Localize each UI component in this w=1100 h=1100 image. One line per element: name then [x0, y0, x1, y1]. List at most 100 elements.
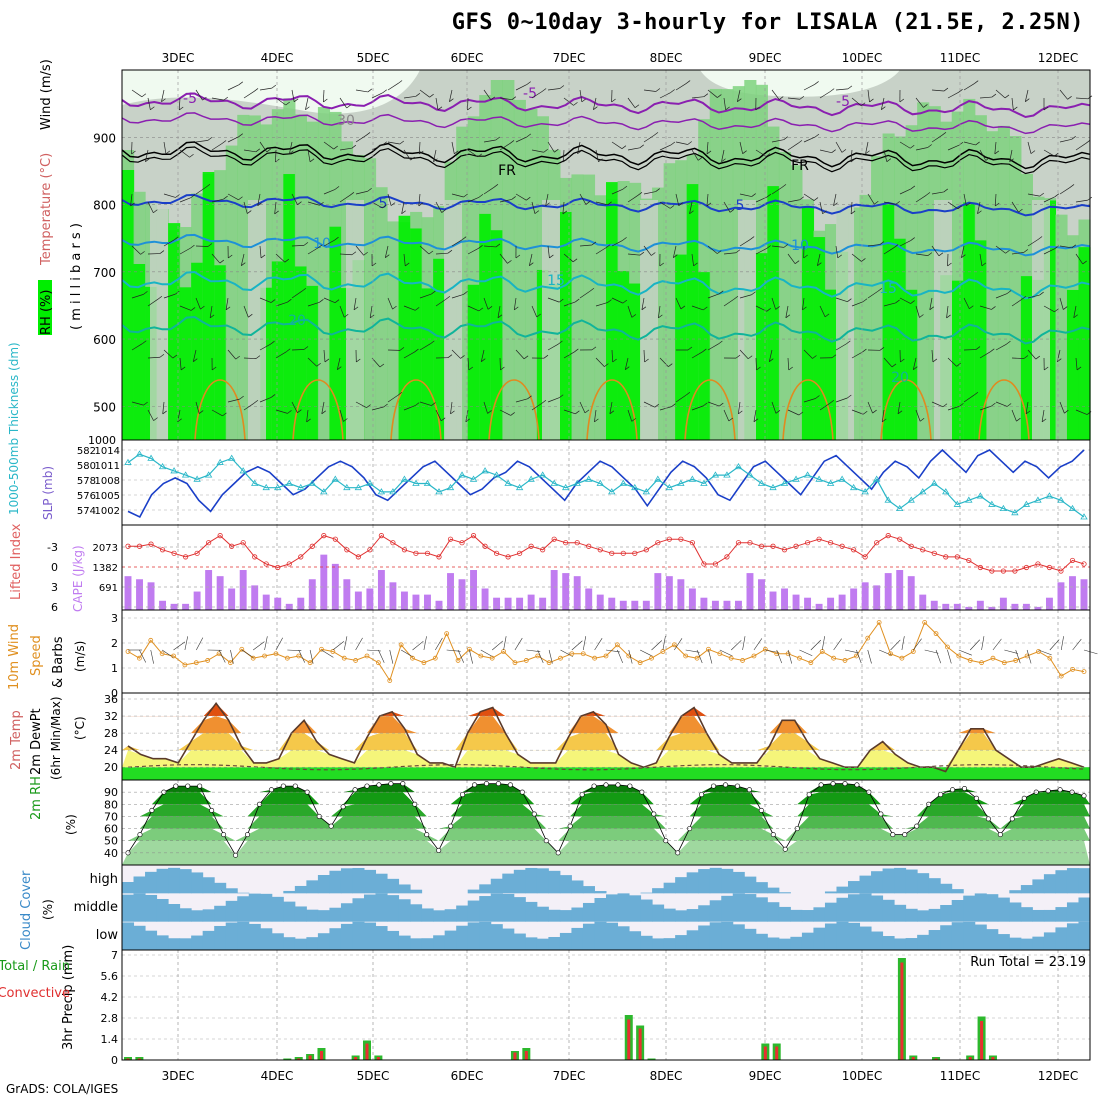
rh2m-marker — [352, 787, 358, 793]
precip-conv-bar — [524, 1051, 528, 1060]
wind-barb-flag — [607, 201, 612, 206]
wind-barb — [435, 252, 448, 255]
wind10-barb — [491, 640, 504, 651]
wind-speed-marker — [876, 620, 882, 625]
cloud-bar-low — [732, 924, 745, 950]
rh-mid-area — [571, 174, 584, 441]
wind-barb-flag — [591, 241, 597, 246]
wind-barb-flag — [846, 340, 851, 345]
wind-barb — [515, 136, 528, 143]
wind-barb — [979, 253, 983, 266]
wind-barb — [803, 136, 816, 143]
wind-speed-marker — [614, 642, 620, 648]
rh2m-marker — [734, 783, 740, 789]
wind-barb-flag — [543, 354, 549, 359]
rh2m-marker — [770, 832, 776, 838]
wind-barb-flag — [872, 409, 877, 414]
wind-barb — [963, 193, 967, 206]
wind-barb — [723, 298, 735, 307]
thickness-marker — [377, 488, 386, 495]
rh-tick-label: 90 — [104, 786, 118, 799]
rh-mid-area — [387, 221, 400, 440]
wind-barb — [515, 84, 527, 91]
wind-barb-flag — [415, 93, 421, 97]
wind-barb — [867, 89, 870, 102]
wind-barb — [147, 97, 151, 110]
wind-barb — [835, 297, 848, 303]
wind-barb-flag — [145, 158, 150, 162]
wind-barb-flag — [1018, 208, 1023, 213]
wind-barb-flag — [815, 395, 820, 399]
sounding-ylabel-units: ( m i l l i b a r s ) — [69, 223, 84, 330]
cloud-bar-middle — [168, 904, 181, 922]
wind-barb — [771, 187, 783, 195]
rh2m-marker — [651, 811, 657, 817]
wind-speed-marker — [694, 655, 700, 661]
thickness-marker — [308, 479, 316, 486]
wind-speed-marker — [546, 660, 552, 666]
wind-barb-flag — [514, 306, 519, 311]
top-date-label: 12DEC — [1038, 51, 1078, 65]
wind-speed-marker — [717, 651, 723, 657]
wind-barb-flag — [274, 210, 279, 215]
wind-barb-flag — [534, 210, 540, 214]
wind-barb — [706, 141, 709, 154]
wind-speed-marker — [1058, 673, 1064, 679]
wind-barb-flag — [833, 202, 838, 207]
wind-speed-marker — [967, 658, 973, 663]
cloud-bar-high — [721, 868, 734, 894]
wind-barb — [899, 297, 911, 304]
thickness-marker — [331, 475, 340, 482]
wind10-barb — [685, 649, 700, 653]
precip-tick-label: 1.4 — [101, 1033, 119, 1046]
cape-bar — [700, 597, 708, 610]
cape-bar — [320, 554, 328, 610]
cloud-bar-low — [859, 926, 872, 950]
lifted-index-marker — [678, 536, 684, 542]
wind-barb-flag — [591, 346, 597, 351]
wind-barb-flag — [879, 241, 885, 245]
wind-barb — [131, 89, 143, 98]
wind-barb — [611, 349, 614, 363]
cloud-bar-high — [744, 876, 757, 894]
wind-speed-marker — [740, 658, 745, 663]
wind-barb — [755, 149, 767, 157]
wind10-barb — [628, 649, 633, 664]
wind-barb-flag — [671, 403, 676, 407]
wind-barb-flag — [653, 132, 659, 136]
cloud-bar-low — [237, 921, 250, 950]
rh2m-marker — [746, 787, 752, 793]
wind-barb-flag — [319, 299, 324, 303]
wind-barb-flag — [150, 106, 155, 111]
wind-barb-flag — [977, 210, 982, 215]
cloud-bar-low — [617, 926, 630, 950]
wind-barb-flag — [410, 156, 415, 161]
wind-barb — [851, 97, 862, 107]
cloud-bar-middle — [490, 893, 503, 922]
cloud-bar-middle — [917, 910, 930, 922]
wind-barb-flag — [850, 158, 856, 163]
rh-mid-area — [859, 194, 872, 440]
lifted-index-marker — [908, 543, 914, 549]
wind-barb — [771, 89, 780, 100]
thickness-marker — [757, 479, 766, 486]
cloud-bar-middle — [444, 909, 457, 922]
wind-barb — [371, 92, 383, 99]
cape-bar — [1011, 603, 1019, 610]
wind-barb-flag — [1044, 366, 1049, 371]
wind-barb — [515, 349, 525, 360]
cloud-bar-high — [294, 885, 307, 894]
wind-barb — [418, 141, 421, 154]
wind-barb-flag — [131, 150, 136, 155]
wind-barb-flag — [1013, 106, 1018, 111]
wind-barb — [883, 201, 896, 205]
rh-tick-label: 50 — [104, 835, 118, 848]
wind-barb — [915, 195, 927, 203]
wind-speed-marker — [398, 642, 404, 648]
cloud-bar-low — [652, 938, 665, 950]
wind-barb-flag — [721, 158, 726, 163]
wind-barb-flag — [585, 201, 591, 205]
wind-speed-line — [127, 621, 1085, 682]
wind-barb — [995, 89, 1006, 99]
rh-light-area — [122, 70, 420, 114]
